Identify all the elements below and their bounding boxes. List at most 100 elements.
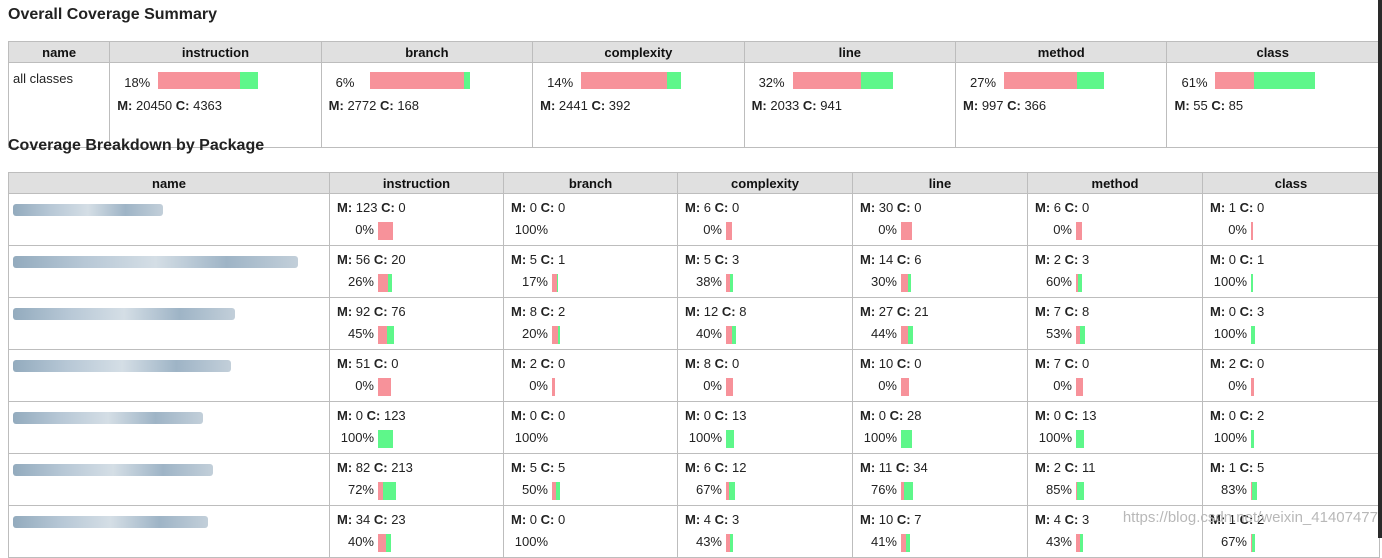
covered-bar-segment (667, 72, 682, 89)
missed-bar-segment (726, 482, 729, 500)
missed-covered-counts: M: 0 C: 3 (1210, 304, 1264, 319)
missed-value: 11 (875, 460, 896, 475)
package-name-cell[interactable] (8, 401, 330, 454)
breakdown-cell-complexity: M: 5 C: 3 38% (677, 245, 853, 298)
breakdown-cell-class: M: 2 C: 0 0% (1202, 349, 1380, 402)
summary-cell-complexity: 14% M: 2441 C: 392 (532, 62, 745, 148)
column-header-name[interactable]: name (7, 41, 111, 63)
redacted-package-name[interactable] (13, 256, 298, 268)
column-header-instruction[interactable]: instruction (329, 172, 504, 194)
missed-label: M: (337, 200, 353, 215)
package-name-cell[interactable] (8, 245, 330, 298)
missed-covered-counts: M: 12 C: 8 (685, 304, 746, 319)
covered-value: 0 (910, 356, 922, 371)
redacted-package-name[interactable] (13, 204, 163, 216)
cell-content: M: 0 C: 0 100% (504, 194, 677, 245)
covered-label: C: (721, 304, 736, 319)
column-header-line[interactable]: line (743, 41, 957, 63)
missed-covered-counts: M: 11 C: 34 (860, 460, 928, 475)
column-header-complexity[interactable]: complexity (532, 41, 745, 63)
missed-covered-counts: M: 2 C: 0 (511, 356, 565, 371)
coverage-percent: 0% (1053, 378, 1072, 393)
covered-value: 5 (1253, 460, 1265, 475)
breakdown-cell-instruction: M: 51 C: 0 0% (329, 349, 504, 402)
cell-content (9, 350, 329, 401)
coverage-percent: 6% (335, 75, 355, 90)
column-header-name[interactable]: name (8, 172, 330, 194)
missed-value: 6 (700, 460, 715, 475)
cell-content: M: 10 C: 0 0% (853, 350, 1027, 401)
cell-content: M: 0 C: 1 100% (1203, 246, 1379, 297)
summary-title: Overall Coverage Summary (8, 6, 217, 23)
covered-value: 168 (393, 98, 420, 113)
covered-label: C: (896, 512, 911, 527)
missed-bar-segment (1251, 222, 1253, 240)
coverage-percent: 0% (703, 222, 722, 237)
missed-value: 56 (352, 252, 374, 267)
covered-label: C: (175, 98, 190, 113)
column-header-class[interactable]: class (1166, 41, 1379, 63)
covered-value: 4363 (189, 98, 223, 113)
cell-content (9, 194, 329, 245)
column-header-method[interactable]: method (1027, 172, 1203, 194)
missed-label: M: (1210, 512, 1226, 527)
covered-label: C: (373, 460, 388, 475)
column-header-branch[interactable]: branch (503, 172, 678, 194)
coverage-bar (552, 274, 558, 292)
package-name-cell[interactable] (8, 349, 330, 402)
coverage-percent: 38% (695, 274, 722, 289)
package-name-cell[interactable] (8, 505, 330, 558)
column-header-method[interactable]: method (955, 41, 1168, 63)
redacted-package-name[interactable] (13, 516, 208, 528)
covered-bar-segment (1252, 482, 1257, 500)
covered-value: 3 (1078, 252, 1090, 267)
missed-label: M: (1210, 252, 1226, 267)
cell-content: M: 1 C: 0 0% (1203, 194, 1379, 245)
covered-bar-segment (383, 482, 396, 500)
missed-value: 10 (875, 356, 897, 371)
missed-covered-counts: M: 30 C: 0 (860, 200, 921, 215)
covered-label: C: (540, 200, 555, 215)
missed-value: 5 (700, 252, 715, 267)
redacted-package-name[interactable] (13, 464, 213, 476)
coverage-bar (901, 274, 911, 292)
covered-bar-segment (1077, 72, 1105, 89)
missed-value: 0 (1050, 408, 1065, 423)
missed-covered-counts: M: 51 C: 0 (337, 356, 398, 371)
covered-bar-segment (730, 534, 733, 552)
redacted-package-name[interactable] (13, 412, 203, 424)
breakdown-cell-line: M: 14 C: 6 30% (852, 245, 1028, 298)
missed-label: M: (860, 408, 876, 423)
redacted-package-name[interactable] (13, 360, 231, 372)
redacted-package-name[interactable] (13, 308, 235, 320)
coverage-bar (1004, 72, 1105, 89)
summary-table: name instruction branch complexity line metho… (7, 41, 1379, 148)
covered-label: C: (540, 252, 555, 267)
missed-value: 997 (978, 98, 1008, 113)
column-header-complexity[interactable]: complexity (677, 172, 853, 194)
breakdown-cell-line: M: 11 C: 34 76% (852, 453, 1028, 506)
summary-name-cell: all classes (7, 62, 111, 148)
column-header-line[interactable]: line (852, 172, 1028, 194)
coverage-percent: 100% (688, 430, 722, 445)
cell-content: M: 0 C: 0 100% (504, 506, 677, 557)
covered-bar-segment (906, 534, 910, 552)
covered-bar-segment (904, 482, 913, 500)
column-header-class[interactable]: class (1202, 172, 1380, 194)
covered-value: 13 (728, 408, 747, 423)
package-name-cell[interactable] (8, 453, 330, 506)
breakdown-cell-branch: M: 0 C: 0 100% (503, 401, 678, 454)
package-name-cell[interactable] (8, 193, 330, 246)
covered-value: 11 (1078, 460, 1096, 475)
column-header-instruction[interactable]: instruction (109, 41, 322, 63)
coverage-percent: 100% (514, 534, 548, 549)
column-header-branch[interactable]: branch (320, 41, 534, 63)
cell-content: M: 5 C: 5 50% (504, 454, 677, 505)
missed-covered-counts: M: 5 C: 3 (685, 252, 739, 267)
missed-label: M: (511, 304, 527, 319)
package-name-cell[interactable] (8, 297, 330, 350)
missed-bar-segment (901, 482, 904, 500)
covered-bar-segment (1078, 274, 1082, 292)
cell-content: M: 123 C: 0 0% (330, 194, 503, 245)
breakdown-cell-complexity: M: 12 C: 8 40% (677, 297, 853, 350)
